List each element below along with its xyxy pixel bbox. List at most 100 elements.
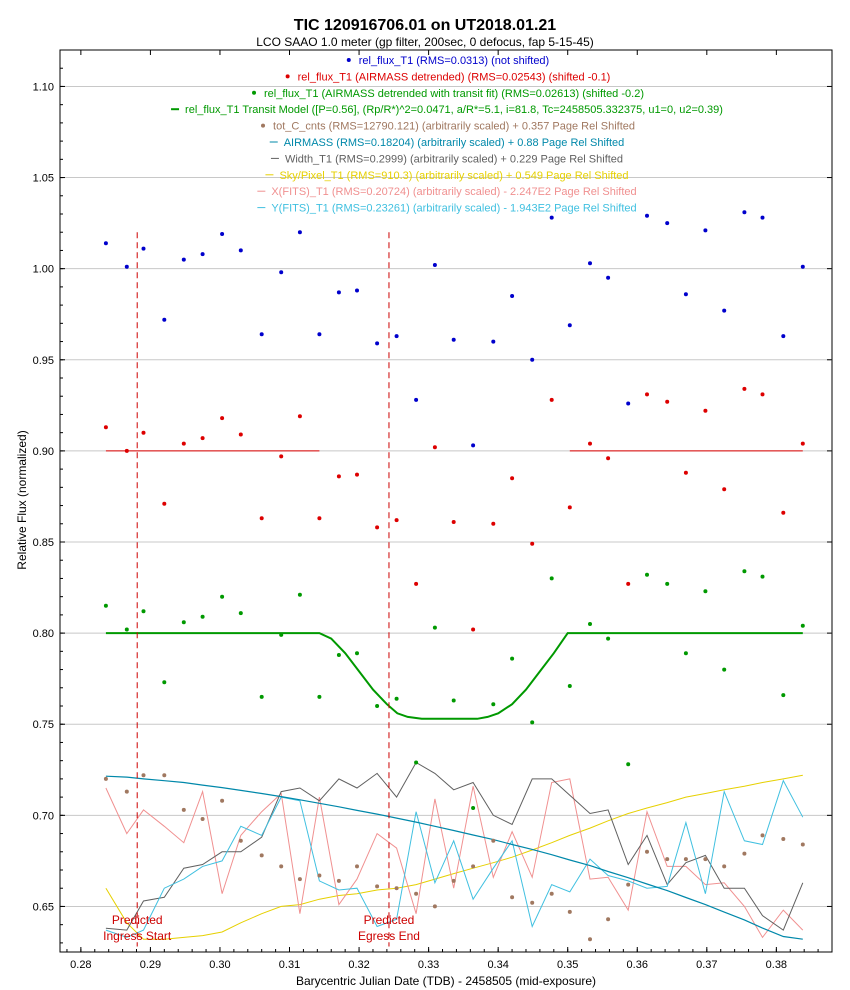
tot-c-cnts-point [588,937,592,942]
x-axis-label: Barycentric Julian Date (TDB) - 2458505 … [296,974,596,988]
predicted-marker-label: Ingress Start [103,929,172,943]
axis-layer: 0.65 0.70 0.75 0.80 0.85 0.90 0.95 1.00 1.05 1.10… [33,50,832,971]
tot-c-cnts-point [220,798,225,803]
tot-c-cnts-point [567,909,572,914]
rel-flux-transit-fit-point [626,762,631,767]
tot-c-cnts-point [141,773,146,778]
transit-model-line [105,632,803,720]
tot-c-cnts-point [760,833,765,838]
tot-c-cnts-point [683,857,688,862]
rel-flux-detrended-point [530,541,535,546]
legend-entry: Sky/Pixel_T1 (RMS=910.3) (arbitrarily sc… [265,170,629,182]
legend-dot-marker [261,123,266,128]
rel-flux-detrended-point [800,441,805,446]
rel-flux-transit-fit-point [141,609,146,614]
tot-c-cnts-point [103,776,108,781]
tot-c-cnts-point [451,878,456,883]
tot-c-cnts-point [375,884,380,889]
rel-flux-point [162,317,167,322]
rel-flux-transit-fit-point [491,702,496,707]
rel-flux-detrended-point [414,581,419,586]
y-tick-label: 0.90 [33,446,54,458]
rel-flux-transit-fit-point [451,698,456,703]
series-layer [103,210,805,942]
legend-entry: rel_flux_T1 (AIRMASS detrended) (RMS=0.0… [285,71,610,83]
rel-flux-detrended-point [124,448,129,453]
tot-c-cnts-point [510,895,515,900]
rel-flux-transit-fit-point [355,651,359,656]
rel-flux-point [297,230,302,235]
legend-label: rel_flux_T1 (AIRMASS detrended with tran… [264,88,644,100]
rel-flux-detrended-point [394,518,399,523]
legend-entry: Width_T1 (RMS=0.2999) (arbitrarily scale… [270,153,623,165]
tot-c-cnts-point [626,882,631,887]
tot-c-cnts-point [722,864,727,869]
x-tick-label: 0.30 [209,959,230,971]
tot-c-cnts-point [800,842,805,847]
rel-flux-point [703,228,708,233]
rel-flux-detrended-point [238,432,243,437]
predicted-marker-label: Predicted [364,913,415,927]
x-tick-label: 0.31 [279,959,300,971]
rel-flux-detrended-point [355,472,359,477]
y-tick-label: 1.10 [33,81,54,93]
rel-flux-transit-fit-point [549,576,554,581]
rel-flux-detrended-point [103,425,108,430]
rel-flux-detrended-point [683,470,688,475]
rel-flux-point [800,264,805,269]
y-tick-label: 0.75 [33,719,54,731]
legend-label: Y(FITS)_T1 (RMS=0.23261) (arbitrarily sc… [271,203,636,215]
y-tick-label: 0.65 [33,901,54,913]
rel-flux-transit-fit-point [414,760,419,765]
x-tick-label: 0.29 [140,959,161,971]
rel-flux-point [432,263,437,267]
rel-flux-detrended-point [645,392,649,397]
rel-flux-detrended-point [220,416,225,421]
rel-flux-point [626,401,631,406]
tot-c-cnts-point [781,837,786,841]
predicted-marker-label: Predicted [112,913,163,927]
y-tick-label: 0.80 [33,628,54,640]
rel-flux-detrended-point [162,501,167,506]
rel-flux-detrended-point [626,581,631,586]
chart-title: TIC 120916706.01 on UT2018.01.21 [294,17,556,34]
rel-flux-point [124,264,129,269]
rel-flux-detrended-point [451,520,456,524]
rel-flux-point [588,261,592,266]
tot-c-cnts-point [549,891,554,896]
legend-entry: rel_flux_T1 (RMS=0.0313) (not shifted) [346,55,549,67]
rel-flux-point [238,248,243,253]
legend-entry: rel_flux_T1 Transit Model ([P=0.56], (Rp… [171,104,723,116]
rel-flux-point [103,241,108,246]
tot-c-cnts-point [742,851,747,856]
chart-subtitle: LCO SAAO 1.0 meter (gp filter, 200sec, 0… [256,35,594,49]
tot-c-cnts-point [645,849,649,854]
tot-c-cnts-point [491,838,496,843]
rel-flux-transit-fit-point [317,694,322,699]
y-tick-label: 0.85 [33,537,54,549]
x-tick-label: 0.37 [696,959,717,971]
legend-label: rel_flux_T1 (RMS=0.0313) (not shifted) [359,55,549,67]
rel-flux-transit-fit-point [200,614,205,619]
rel-flux-transit-fit-point [567,684,572,688]
rel-flux-point [567,323,572,328]
rel-flux-point [279,270,284,275]
rel-flux-transit-fit-point [530,720,535,725]
annotation-layer: Predicted Ingress Start Predicted Egress En… [103,232,420,947]
rel-flux-transit-fit-point [336,653,341,657]
legend-dot-marker [285,74,290,79]
rel-flux-transit-fit-point [645,572,649,577]
legend-label: Width_T1 (RMS=0.2999) (arbitrarily scale… [285,153,623,165]
legend-label: X(FITS)_T1 (RMS=0.20724) (arbitrarily sc… [271,186,636,198]
rel-flux-point [336,290,341,295]
rel-flux-point [722,308,727,313]
rel-flux-point [181,257,186,262]
rel-flux-point [375,341,380,346]
rel-flux-transit-fit-point [471,806,476,810]
rel-flux-point [606,275,611,280]
legend-label: AIRMASS (RMS=0.18204) (arbitrarily scale… [284,137,625,149]
rel-flux-detrended-point [781,510,786,515]
rel-flux-point [510,294,515,298]
y-axis-label: Relative Flux (normalized) [15,430,29,569]
